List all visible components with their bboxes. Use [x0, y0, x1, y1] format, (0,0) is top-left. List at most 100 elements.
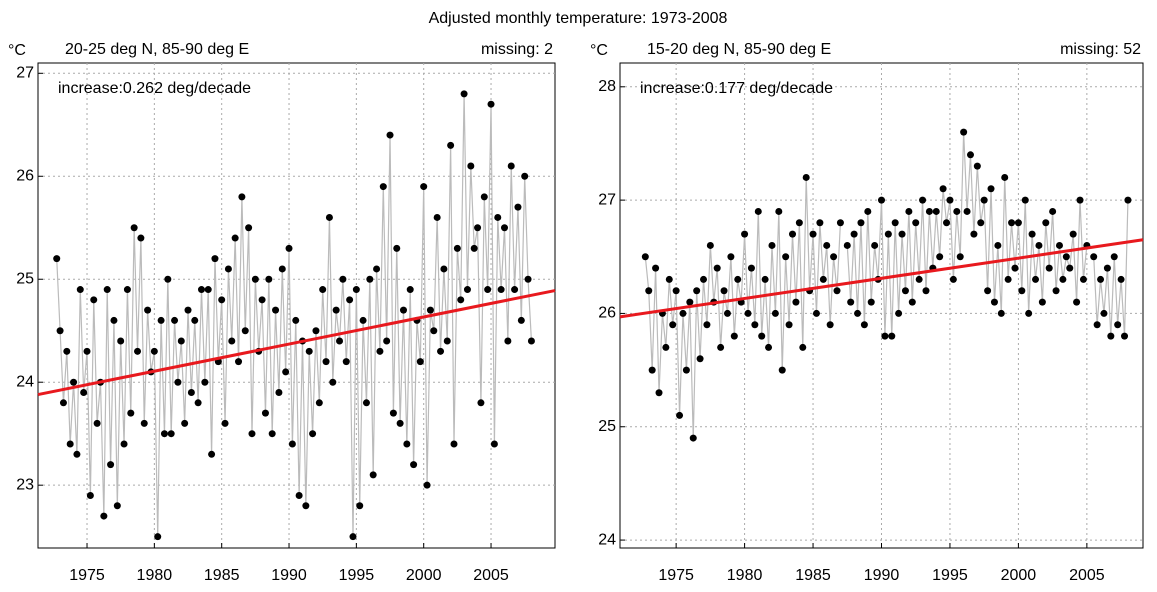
data-point — [140, 419, 148, 427]
x-tick-label: 1990 — [864, 567, 900, 584]
data-point — [460, 90, 468, 98]
y-tick-label: 24 — [598, 531, 616, 548]
x-tick-label: 2000 — [1001, 567, 1037, 584]
data-point — [703, 321, 711, 329]
data-point — [420, 183, 428, 191]
data-point — [339, 275, 347, 283]
data-point — [1114, 321, 1122, 329]
data-point — [1076, 196, 1084, 204]
data-point — [228, 337, 236, 345]
y-tick-label: 28 — [598, 78, 616, 95]
data-point — [987, 185, 995, 193]
data-point — [288, 440, 296, 448]
data-point — [977, 219, 985, 227]
y-tick-label: 25 — [16, 270, 34, 287]
data-point — [830, 253, 838, 261]
data-point — [1025, 309, 1033, 317]
x-tick-label: 1980 — [137, 567, 173, 584]
data-point — [717, 343, 725, 351]
data-point — [641, 253, 649, 261]
y-tick-label: 23 — [16, 476, 34, 493]
annotation: increase:0.262 deg/decade — [58, 80, 251, 97]
x-tick-label: 1980 — [727, 567, 763, 584]
data-point — [785, 321, 793, 329]
data-point — [1018, 287, 1026, 295]
data-point — [747, 264, 755, 272]
data-point — [1097, 275, 1105, 283]
data-point — [305, 347, 313, 355]
data-point — [912, 219, 920, 227]
data-point — [1035, 241, 1043, 249]
data-point — [517, 316, 525, 324]
data-point — [1069, 230, 1077, 238]
data-point — [319, 286, 327, 294]
data-point — [474, 224, 482, 232]
data-point — [1004, 275, 1012, 283]
data-point — [1090, 253, 1098, 261]
data-point — [235, 358, 243, 366]
data-point — [754, 207, 762, 215]
data-point — [1042, 219, 1050, 227]
data-point — [943, 219, 951, 227]
data-point — [871, 241, 879, 249]
data-point — [346, 296, 354, 304]
data-point — [83, 347, 91, 355]
data-point — [447, 141, 455, 149]
data-point — [369, 471, 377, 479]
data-point — [218, 296, 226, 304]
data-point — [973, 162, 981, 170]
data-point — [768, 241, 776, 249]
data-point — [936, 253, 944, 261]
data-point — [1032, 275, 1040, 283]
data-point — [373, 265, 381, 273]
data-point — [450, 440, 458, 448]
data-point — [854, 309, 862, 317]
data-point — [922, 287, 930, 295]
data-point — [224, 265, 232, 273]
data-point — [925, 207, 933, 215]
data-point — [56, 327, 64, 335]
data-point — [676, 411, 684, 419]
data-point — [457, 296, 465, 304]
data-point — [1073, 298, 1081, 306]
data-point — [120, 440, 128, 448]
data-point — [329, 378, 337, 386]
data-point — [514, 203, 522, 211]
data-point — [379, 183, 387, 191]
data-point — [362, 399, 370, 407]
data-point — [103, 286, 111, 294]
data-point — [908, 298, 916, 306]
data-point — [366, 275, 374, 283]
data-point — [399, 306, 407, 314]
data-point — [93, 419, 101, 427]
data-point — [386, 131, 394, 139]
x-tick-label: 1985 — [204, 567, 240, 584]
data-point — [843, 241, 851, 249]
data-point — [406, 286, 414, 294]
data-point — [396, 419, 404, 427]
x-tick-label: 2005 — [473, 567, 509, 584]
data-point — [946, 196, 954, 204]
data-point — [727, 253, 735, 261]
data-point — [171, 316, 179, 324]
data-point — [484, 286, 492, 294]
data-point — [891, 219, 899, 227]
chart-title: Adjusted monthly temperature: 1973-2008 — [429, 10, 728, 27]
data-point — [956, 253, 964, 261]
data-point — [63, 347, 71, 355]
data-point — [443, 337, 451, 345]
data-point — [878, 196, 885, 204]
data-point — [261, 409, 269, 417]
data-point — [154, 533, 162, 541]
data-point — [696, 355, 704, 363]
data-point — [467, 162, 475, 170]
data-point — [389, 409, 397, 417]
data-point — [1100, 309, 1108, 317]
data-point — [741, 230, 749, 238]
x-tick-label: 1995 — [339, 567, 375, 584]
data-point — [761, 275, 769, 283]
data-point — [1008, 219, 1016, 227]
data-point — [689, 434, 697, 442]
data-point — [1059, 275, 1067, 283]
